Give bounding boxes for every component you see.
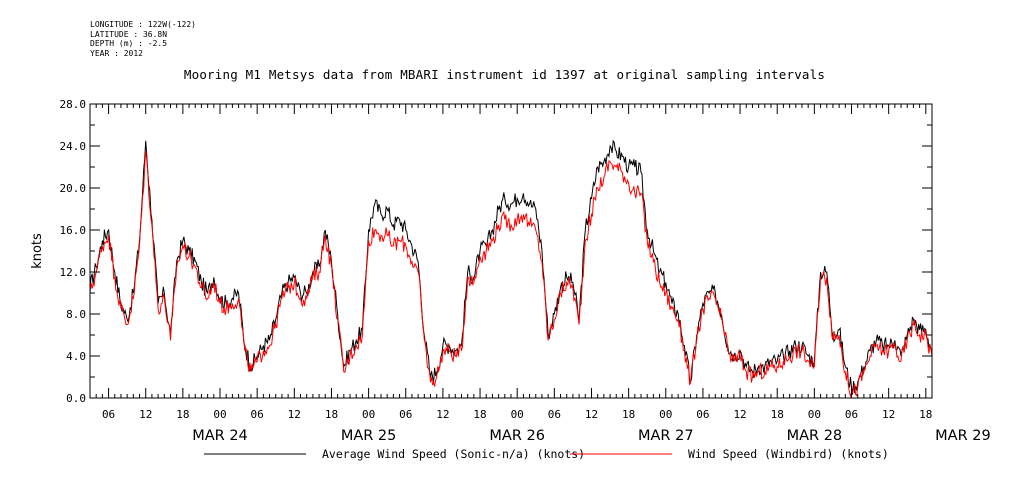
legend-label-windbird: Wind Speed (Windbird) (knots) [688,447,889,461]
y-tick-label: 8.0 [66,308,86,321]
depth-label: DEPTH (m) : -2.5 [90,39,168,48]
x-hour-tick-label: 06 [102,408,115,421]
x-date-label: MAR 28 [787,428,843,444]
x-hour-tick-label: 12 [882,408,895,421]
x-hour-tick-label: 00 [213,408,226,421]
axes-layer: 0.0 4.0 8.0 12.0 16.0 20.0 24.0 28.0 06 12 18 00 06 1… [60,98,991,444]
legend: Average Wind Speed (Sonic-n/a) (knots) Wi… [204,447,889,461]
y-tick-label: 16.0 [60,224,87,237]
y-tick-label: 24.0 [60,140,87,153]
longitude-label: LONGITUDE : 122W(-122) [90,20,196,29]
y-tick-label: 0.0 [66,392,86,405]
x-hour-tick-label: 12 [288,408,301,421]
x-hour-tick-label: 18 [919,408,932,421]
x-hour-tick-label: 18 [771,408,784,421]
legend-label-sonic: Average Wind Speed (Sonic-n/a) (knots) [322,447,585,461]
x-hour-tick-label: 00 [808,408,821,421]
series-line-windbird [89,151,933,398]
x-hour-tick-label: 06 [251,408,264,421]
y-tick-label: 12.0 [60,266,87,279]
latitude-label: LATITUDE : 36.8N [90,29,168,39]
y-tick-label: 4.0 [66,350,86,363]
year-label: YEAR : 2012 [90,48,143,58]
x-hour-tick-label: 06 [548,408,561,421]
x-hour-tick-label: 18 [622,408,635,421]
x-date-label: MAR 29 [935,428,991,444]
series-line-sonic [89,139,933,395]
x-date-label: MAR 27 [638,428,694,444]
x-hour-tick-label: 12 [585,408,598,421]
x-hour-tick-label: 06 [696,408,709,421]
x-hour-tick-label: 18 [473,408,486,421]
x-hour-tick-label: 00 [362,408,375,421]
y-axis-label: knots [30,233,45,269]
x-hour-tick-label: 18 [176,408,189,421]
y-tick-label: 28.0 [60,98,87,111]
station-metadata: LONGITUDE : 122W(-122) LATITUDE : 36.8N … [90,20,196,58]
x-hour-tick-label: 06 [845,408,858,421]
x-date-label: MAR 26 [489,428,545,444]
x-hour-tick-label: 12 [436,408,449,421]
x-hour-tick-label: 06 [399,408,412,421]
x-date-label: MAR 24 [192,428,248,444]
chart-title: Mooring M1 Metsys data from MBARI instru… [183,67,826,82]
x-hour-tick-label: 12 [733,408,746,421]
x-date-label: MAR 25 [341,428,397,444]
y-tick-label: 20.0 [60,182,87,195]
series-layer [89,139,933,398]
x-hour-tick-label: 00 [511,408,524,421]
x-hour-tick-label: 12 [139,408,152,421]
x-hour-tick-label: 18 [325,408,338,421]
x-hour-tick-label: 00 [659,408,672,421]
